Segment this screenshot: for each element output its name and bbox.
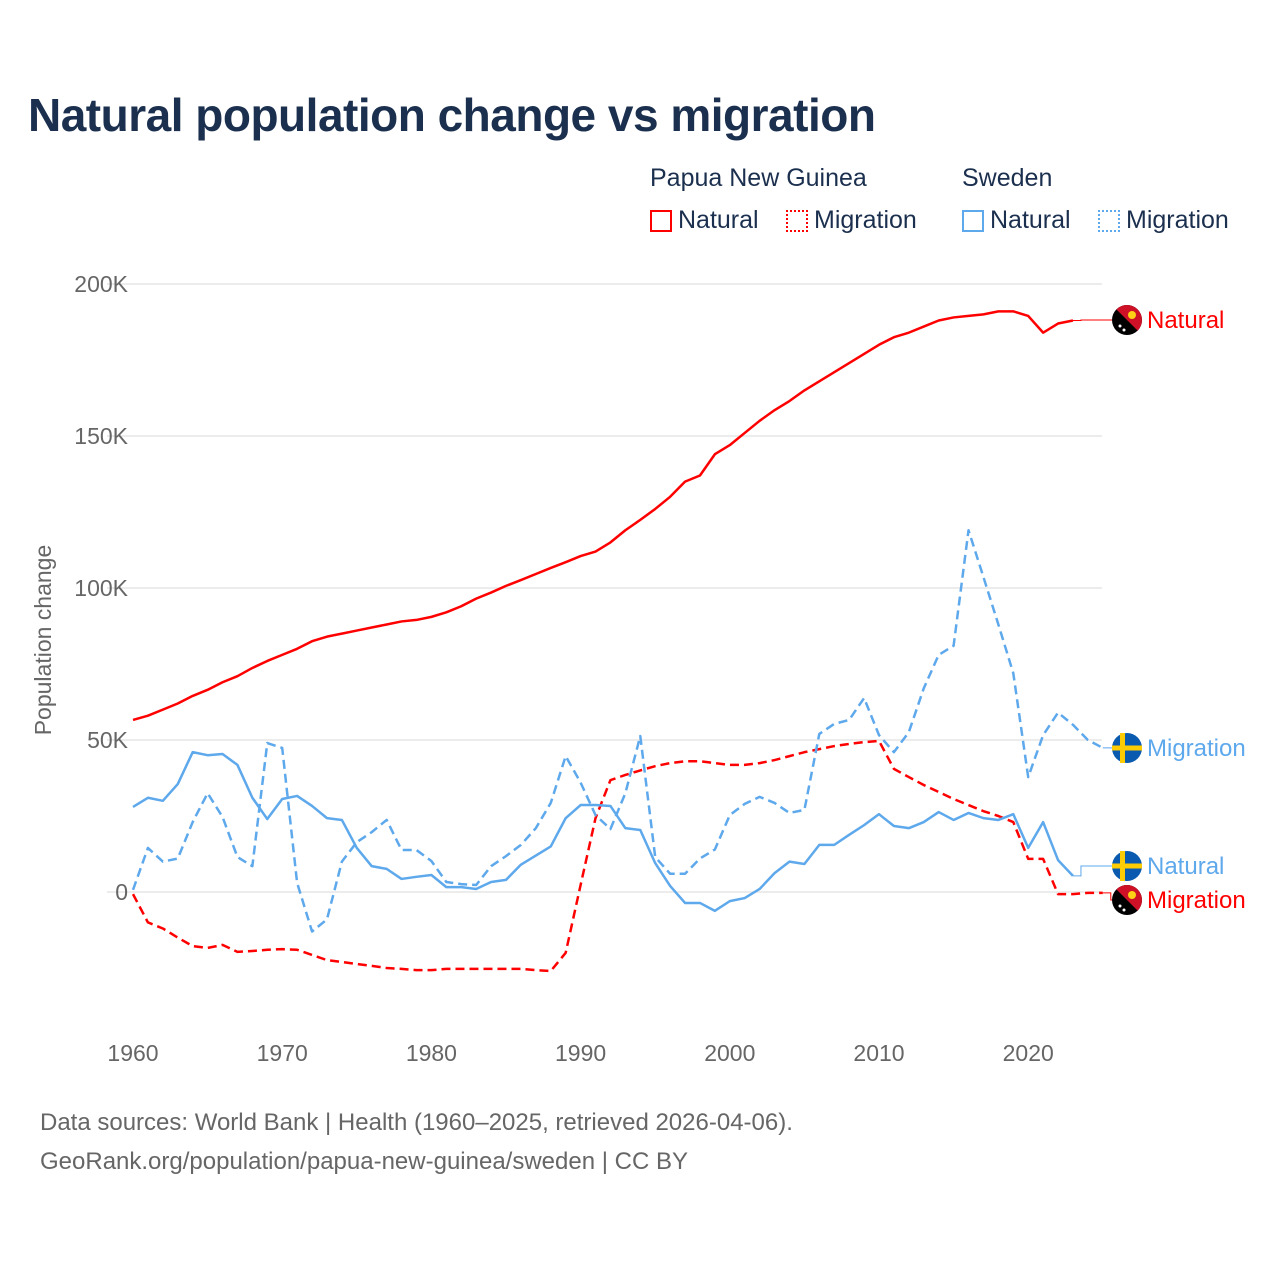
legend-png-natural[interactable]: Natural <box>650 206 759 235</box>
png-flag-star <box>1118 324 1122 328</box>
sweden-flag-cross <box>1112 745 1142 751</box>
series-line-sweden-natural <box>132 750 1074 913</box>
legend-swatch-dotted-red <box>786 209 808 232</box>
y-tick-label: 200K <box>74 271 128 297</box>
source-line-2[interactable]: GeoRank.org/population/papua-new-guinea/… <box>40 1148 688 1175</box>
legend-swatch-solid-blue <box>962 209 984 232</box>
end-label: Migration <box>1147 887 1246 914</box>
legend-png-migration[interactable]: Migration <box>786 206 917 235</box>
legend-label: Migration <box>1126 206 1229 234</box>
legend-label: Natural <box>990 206 1071 234</box>
x-tick-label: 2000 <box>704 1040 755 1066</box>
legend-label: Migration <box>814 206 917 234</box>
png-flag-bird <box>1128 311 1136 319</box>
leader-line <box>1072 865 1112 877</box>
sweden-flag-cross <box>1120 851 1125 881</box>
x-tick-label: 1990 <box>555 1040 606 1066</box>
y-tick-label: 150K <box>74 423 128 449</box>
png-flag-bird <box>1128 891 1136 899</box>
source-line-1: Data sources: World Bank | Health (1960–… <box>40 1109 793 1136</box>
end-label: Natural <box>1147 853 1224 880</box>
y-tick-label: 50K <box>87 727 129 753</box>
series-line-sweden-migration <box>131 528 1104 933</box>
sweden-flag-cross <box>1120 733 1125 763</box>
x-tick-label: 1970 <box>257 1040 308 1066</box>
end-label: Migration <box>1147 735 1246 762</box>
leader-line <box>1102 892 1112 901</box>
end-label: Natural <box>1147 307 1224 334</box>
series-line-png-natural <box>132 310 1074 722</box>
x-tick-label: 2010 <box>853 1040 904 1066</box>
chart-title: Natural population change vs migration <box>28 89 876 141</box>
x-tick-label: 2020 <box>1003 1040 1054 1066</box>
legend-group-sweden: Sweden <box>962 164 1053 192</box>
y-tick-label: 0 <box>115 879 128 905</box>
png-flag-star <box>1122 328 1126 332</box>
legend-label: Natural <box>678 206 759 234</box>
legend-sweden-migration[interactable]: Migration <box>1098 206 1229 235</box>
series-line-png-migration <box>131 739 1103 973</box>
legend-sweden-natural[interactable]: Natural <box>962 206 1071 235</box>
legend-swatch-dotted-blue <box>1098 209 1120 232</box>
png-flag-star <box>1122 908 1126 912</box>
sweden-flag-cross <box>1112 863 1142 869</box>
y-tick-label: 100K <box>74 575 128 601</box>
y-axis-label: Population change <box>30 545 56 736</box>
png-flag-star <box>1118 904 1122 908</box>
x-tick-label: 1960 <box>107 1040 158 1066</box>
x-tick-label: 1980 <box>406 1040 457 1066</box>
legend-swatch-solid-red <box>650 209 672 232</box>
legend-group-png: Papua New Guinea <box>650 164 867 192</box>
